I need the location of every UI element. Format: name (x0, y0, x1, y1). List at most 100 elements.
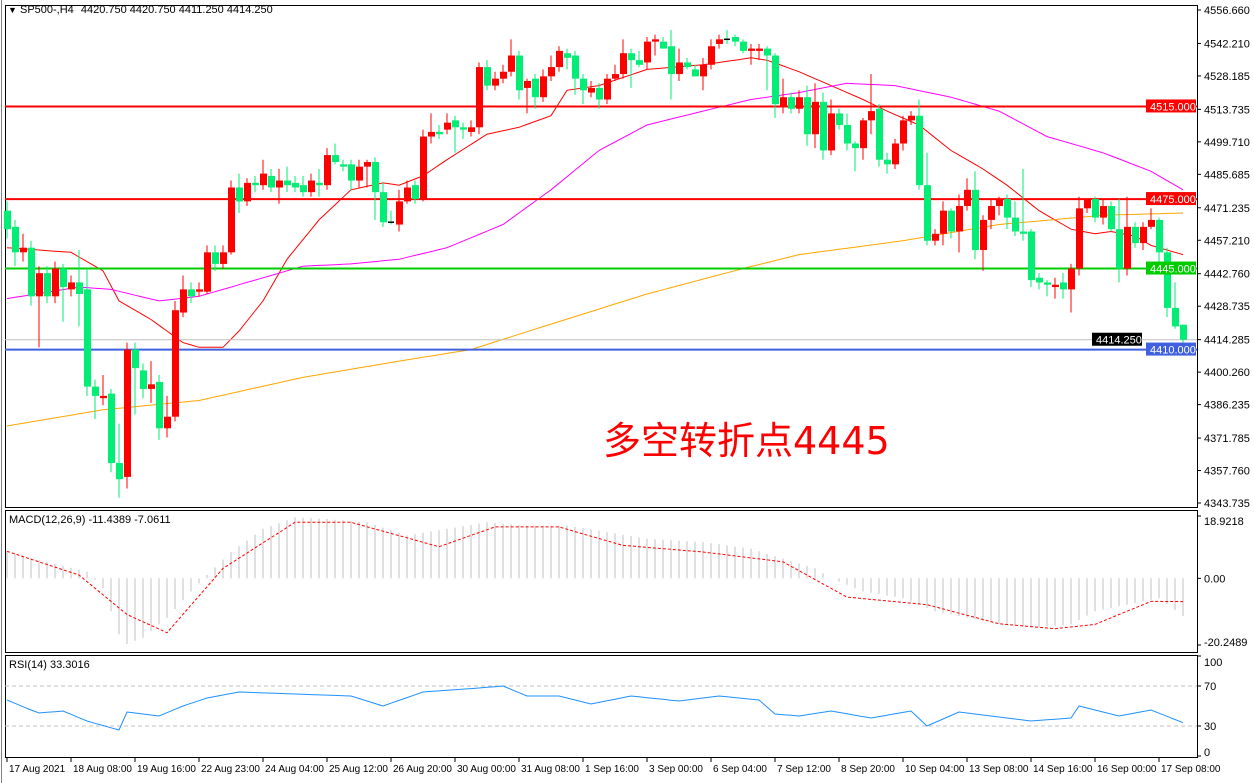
moving-average-line (6, 57, 1184, 348)
level-price-label-bg (1146, 342, 1196, 356)
triangle-down-icon[interactable]: ▼ (8, 5, 17, 15)
candle-body (244, 182, 251, 202)
rsi-tick-label: 0 (1204, 747, 1210, 759)
level-price-label-bg (1146, 192, 1196, 206)
candle-body (1028, 231, 1035, 281)
time-tick-label: 19 Aug 16:00 (137, 764, 196, 775)
candle-body (988, 206, 995, 220)
candle-body (372, 162, 379, 193)
candle-body (20, 247, 27, 253)
candle-body (76, 282, 83, 295)
candle-body (908, 115, 915, 121)
candle-body (196, 289, 203, 292)
candle-body (1100, 206, 1107, 218)
candle-body (1052, 284, 1059, 288)
candle-body (1156, 219, 1163, 253)
candle-body (444, 122, 451, 130)
candle-body (940, 210, 947, 234)
candle-body (36, 273, 43, 297)
candle-body (1164, 252, 1171, 308)
level-price-label-bg (1146, 99, 1196, 113)
candle-body (636, 60, 643, 65)
candle-body (340, 164, 347, 167)
time-tick-label: 16 Sep 00:00 (1097, 764, 1157, 775)
candle-body (596, 87, 603, 100)
candle-body (660, 41, 667, 49)
candle-body (812, 101, 819, 135)
candle-body (708, 46, 715, 65)
macd-title: MACD(12,26,9) -11.4389 -7.0611 (9, 514, 171, 526)
macd-panel-frame (5, 510, 1198, 653)
time-tick-label: 18 Aug 08:00 (73, 764, 132, 775)
candle-body (356, 166, 363, 181)
time-tick-label: 10 Sep 04:00 (905, 764, 965, 775)
candle-body (844, 124, 851, 144)
candle-body (220, 252, 227, 264)
price-tick-label: 4428.735 (1204, 301, 1250, 313)
candle-body (772, 55, 779, 105)
candle-body (476, 67, 483, 128)
time-tick-label: 30 Aug 00:00 (457, 764, 516, 775)
candle-body (204, 252, 211, 292)
candle-body (716, 39, 723, 44)
time-tick-label: 17 Aug 2021 (9, 764, 66, 775)
level-price-label: 4475.000 (1150, 194, 1196, 206)
candle-body (428, 131, 435, 137)
candle-body (412, 185, 419, 200)
candle-body (348, 164, 355, 181)
candle-body (4, 210, 11, 230)
candle-body (44, 273, 51, 297)
current-price-label-bg (1092, 332, 1142, 346)
candle-body (828, 113, 835, 151)
candle-body (380, 192, 387, 223)
level-price-label: 4410.000 (1150, 345, 1196, 357)
candle-body (212, 252, 219, 264)
candle-body (884, 159, 891, 165)
candle-body (1012, 217, 1019, 232)
time-tick-label: 7 Sep 12:00 (777, 764, 831, 775)
candle-body (796, 97, 803, 109)
candle-body (1108, 206, 1115, 230)
candle-body (524, 80, 531, 88)
candle-body (916, 115, 923, 186)
candle-body (652, 39, 659, 42)
price-tick-label: 4513.735 (1204, 104, 1250, 116)
candle-body (148, 384, 155, 389)
candle-body (700, 64, 707, 77)
candle-body (100, 395, 107, 399)
candle-body (548, 67, 555, 77)
chart-header: ▼ SP500-,H4 4420.750 4420.750 4411.250 4… (8, 4, 273, 16)
candle-body (644, 41, 651, 63)
candle-body (284, 180, 291, 186)
price-tick-label: 4471.235 (1204, 203, 1250, 215)
ohlc-readout: 4420.750 4420.750 4411.250 4414.250 (80, 4, 273, 16)
candle-body (1132, 226, 1139, 244)
candle-body (868, 111, 875, 121)
candle-body (228, 187, 235, 253)
candle-body (172, 310, 179, 417)
candle-body (292, 182, 299, 188)
candle-body (556, 50, 563, 68)
candle-body (732, 36, 739, 42)
candle-body (836, 113, 843, 125)
macd-tick-label: 0.00 (1204, 573, 1225, 585)
candle-body (180, 289, 187, 313)
candle-body (460, 127, 467, 130)
candle-body (860, 120, 867, 149)
symbol-label: SP500-,H4 (19, 4, 74, 16)
candle-body (52, 268, 59, 297)
candle-body (516, 55, 523, 91)
price-tick-label: 4528.185 (1204, 71, 1250, 83)
candle-body (332, 155, 339, 163)
price-tick-label: 4457.210 (1204, 235, 1250, 247)
candle-body (260, 173, 267, 186)
candle-body (820, 101, 827, 151)
macd-signal-line (6, 521, 1184, 634)
candle-body (508, 55, 515, 72)
candle-body (1180, 324, 1187, 340)
rsi-title: RSI(14) 33.3016 (9, 659, 90, 671)
price-tick-label: 4400.260 (1204, 367, 1250, 379)
candle-body (484, 67, 491, 86)
candle-body (580, 78, 587, 91)
